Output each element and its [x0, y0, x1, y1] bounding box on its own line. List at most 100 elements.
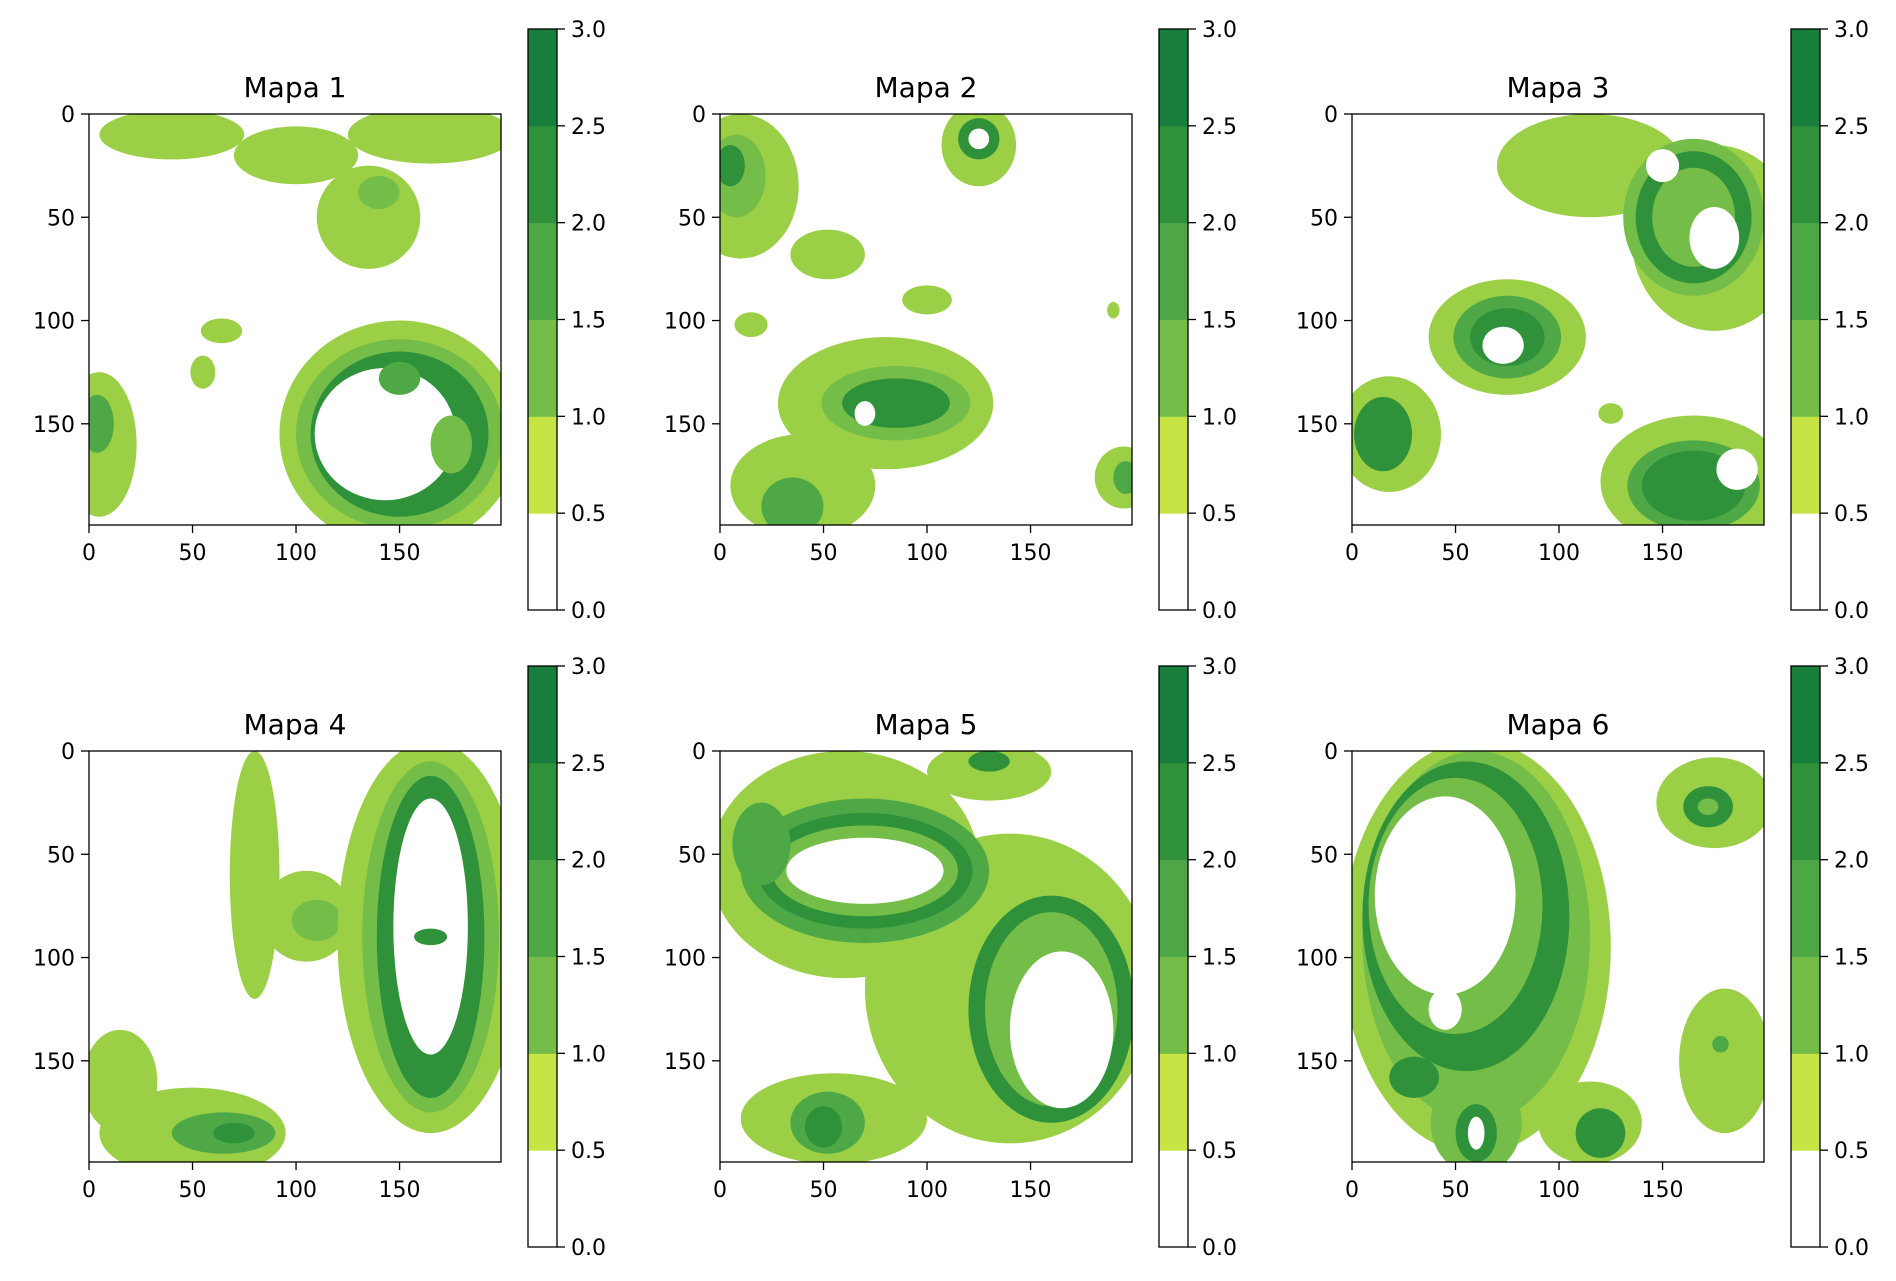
colorbar-tick-label: 0.5: [571, 1139, 606, 1164]
colorbar-band: [1159, 319, 1188, 417]
colorbar-band: [528, 29, 557, 127]
heatmap-region: [1679, 988, 1764, 1134]
colorbar-tick-label: 0.0: [571, 1236, 606, 1261]
heatmap-region: [1697, 798, 1719, 816]
colorbar-tick-label: 0.5: [1834, 502, 1869, 527]
x-tick-label: 150: [379, 1178, 421, 1203]
colorbar-band: [1159, 1150, 1188, 1248]
colorbar: 0.0 0.5 1.0 1.5 2.0 2.5 3.0: [1790, 655, 1869, 1261]
x-tick-label: 0: [713, 541, 727, 566]
colorbar-tick-label: 1.5: [571, 946, 606, 971]
colorbar-tick-label: 1.0: [1834, 1042, 1869, 1067]
y-tick-label: 100: [1296, 947, 1338, 972]
heatmap-field: [1352, 114, 1764, 525]
heatmap-region: [1467, 1116, 1485, 1150]
colorbar-tick-label: 0.0: [1202, 1236, 1237, 1261]
heatmap-region: [1575, 1108, 1626, 1158]
y-tick-label: 150: [33, 413, 75, 438]
heatmap-region: [1598, 403, 1624, 424]
subplot-2: Mapa 2 0 50 100 150 0 50 100 150 0.0 0.5 1.0 1.5 2.0 2…: [664, 18, 1237, 624]
colorbar-tick-label: 2.5: [1202, 752, 1237, 777]
colorbar-band: [1159, 222, 1188, 320]
colorbar-tick-label: 1.5: [1202, 309, 1237, 334]
colorbar-tick-label: 2.0: [571, 849, 606, 874]
colorbar: 0.0 0.5 1.0 1.5 2.0 2.5 3.0: [1158, 18, 1237, 624]
colorbar-band: [1159, 956, 1188, 1054]
x-tick-label: 150: [1010, 541, 1052, 566]
colorbar-tick-label: 2.0: [1834, 212, 1869, 237]
heatmap-region: [1712, 1036, 1729, 1053]
axes-frame: [88, 113, 502, 526]
x-tick-label: 100: [1538, 541, 1580, 566]
heatmap-region: [732, 802, 791, 886]
colorbar: 0.0 0.5 1.0 1.5 2.0 2.5 3.0: [527, 18, 606, 624]
colorbar-tick-label: 3.0: [1834, 18, 1869, 43]
x-tick-label: 50: [1442, 1178, 1470, 1203]
y-tick-label: 0: [1324, 740, 1338, 765]
colorbar-band: [528, 222, 557, 320]
colorbar-band: [1791, 222, 1820, 320]
y-tick-label: 50: [47, 206, 75, 231]
x-tick-label: 50: [1442, 541, 1470, 566]
colorbar-band: [1791, 125, 1820, 224]
colorbar-band: [528, 513, 557, 611]
colorbar-tick-label: 1.0: [1202, 1042, 1237, 1067]
x-tick-label: 0: [82, 1178, 96, 1203]
heatmap-region: [1428, 988, 1462, 1030]
y-tick-label: 50: [678, 843, 706, 868]
heatmap-field: [720, 114, 1132, 525]
subplot-title: Mapa 6: [1507, 708, 1610, 741]
colorbar-band: [528, 125, 557, 224]
y-tick-label: 100: [664, 310, 706, 335]
colorbar-tick-label: 3.0: [571, 18, 606, 43]
colorbar-band: [1791, 513, 1820, 611]
y-tick-label: 100: [33, 310, 75, 335]
heatmap-region: [790, 229, 865, 280]
colorbar-tick-label: 2.0: [1202, 849, 1237, 874]
subplot-5: Mapa 5 0 50 100 150 0 50 100 150 0.0 0.5 1.0 1.5 2.0 2…: [664, 655, 1237, 1261]
x-tick-label: 150: [1642, 1178, 1684, 1203]
heatmap-field: [720, 751, 1132, 1162]
subplot-title: Mapa 1: [244, 71, 347, 104]
colorbar-band: [1791, 1053, 1820, 1151]
x-tick-label: 150: [1010, 1178, 1052, 1203]
heatmap-region: [761, 477, 824, 525]
y-tick-label: 150: [33, 1050, 75, 1075]
x-tick-label: 0: [82, 541, 96, 566]
colorbar-tick-label: 1.0: [571, 1042, 606, 1067]
colorbar-band: [528, 1053, 557, 1151]
heatmap-region: [99, 114, 245, 160]
heatmap-region: [1645, 149, 1680, 183]
heatmap-region: [233, 126, 359, 185]
y-tick-label: 100: [33, 947, 75, 972]
colorbar-tick-label: 1.0: [571, 405, 606, 430]
colorbar-band: [528, 319, 557, 417]
colorbar-tick-label: 3.0: [571, 655, 606, 680]
colorbar-band: [528, 956, 557, 1054]
heatmap-region: [347, 114, 501, 164]
colorbar-band: [1159, 416, 1188, 514]
heatmap-region: [213, 1122, 255, 1144]
colorbar-tick-label: 1.5: [1834, 946, 1869, 971]
x-tick-label: 150: [379, 541, 421, 566]
heatmap-region: [1009, 951, 1114, 1109]
x-tick-label: 0: [713, 1178, 727, 1203]
subplot-title: Mapa 5: [875, 708, 978, 741]
colorbar-band: [1791, 29, 1820, 127]
y-tick-label: 150: [1296, 1050, 1338, 1075]
heatmap-region: [968, 751, 1010, 772]
x-tick-label: 0: [1345, 541, 1359, 566]
x-tick-label: 50: [810, 1178, 838, 1203]
colorbar-band: [1159, 125, 1188, 224]
y-tick-label: 100: [1296, 310, 1338, 335]
heatmap-field: [1352, 751, 1764, 1162]
colorbar-tick-label: 0.5: [1202, 502, 1237, 527]
y-tick-label: 0: [1324, 103, 1338, 128]
colorbar-tick-label: 2.5: [1202, 115, 1237, 140]
heatmap-region: [200, 318, 243, 344]
heatmap-region: [902, 285, 952, 315]
axes-frame: [1351, 113, 1765, 526]
colorbar: 0.0 0.5 1.0 1.5 2.0 2.5 3.0: [1158, 655, 1237, 1261]
y-tick-label: 50: [47, 843, 75, 868]
